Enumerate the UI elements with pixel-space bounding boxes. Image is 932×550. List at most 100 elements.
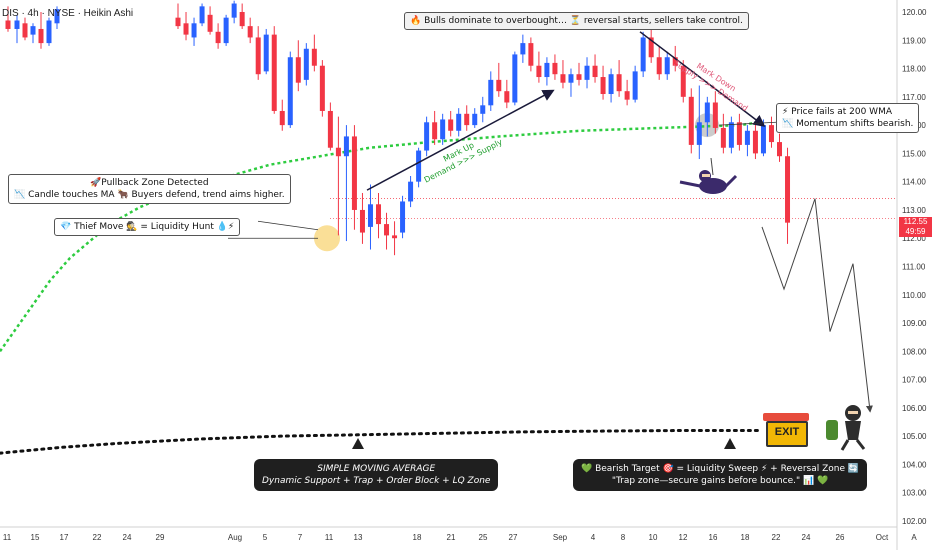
x-tick-label: 18 <box>741 533 750 542</box>
candle-body <box>608 74 614 95</box>
candle-body <box>175 17 181 27</box>
x-tick-label: 16 <box>709 533 718 542</box>
y-tick-label: 111.00 <box>902 263 926 272</box>
candle-body <box>295 57 301 83</box>
candle-body <box>199 6 205 24</box>
last-price-value: 112.55 <box>903 217 928 226</box>
y-tick-label: 103.00 <box>902 489 927 498</box>
thief-move-callout[interactable]: 💎 Thief Move 🕵️ = Liquidity Hunt 💧⚡ <box>54 218 241 236</box>
candle-body <box>30 26 36 35</box>
candle-body <box>664 57 670 75</box>
candle-body <box>46 20 52 44</box>
x-tick-label: 24 <box>802 533 811 542</box>
candle-body <box>22 23 28 38</box>
x-tick-label: 11 <box>3 533 12 542</box>
candle-body <box>384 224 390 236</box>
sma-info-box[interactable]: SIMPLE MOVING AVERAGE Dynamic Support + … <box>254 459 499 491</box>
x-tick-label: Oct <box>876 533 889 542</box>
y-tick-label: 120.00 <box>902 8 927 17</box>
candle-body <box>560 74 566 83</box>
candle-body <box>223 17 229 44</box>
candle-body <box>744 130 750 145</box>
thief-figure <box>679 157 738 194</box>
candle-body <box>680 65 686 97</box>
candle-body <box>271 34 277 111</box>
candle-body <box>536 65 542 78</box>
candle-body <box>191 23 197 38</box>
x-tick-label: 11 <box>325 533 334 542</box>
candle-body <box>720 127 726 148</box>
candle-body <box>359 209 365 233</box>
candle-body <box>311 48 317 66</box>
candle-body <box>440 119 446 140</box>
wma-200-line <box>0 121 761 353</box>
candle-body <box>576 74 582 80</box>
candle-body <box>456 113 462 131</box>
candle-body <box>688 96 694 145</box>
candle-body <box>303 48 309 80</box>
candle-body <box>327 110 333 148</box>
y-tick-label: 107.00 <box>902 376 927 385</box>
pullback-zone-callout[interactable]: 🚀Pullback Zone Detected 📉 Candle touches… <box>8 174 291 204</box>
sma-line <box>0 429 762 455</box>
candle-body <box>672 57 678 66</box>
candle-body <box>520 43 526 55</box>
x-tick-label: 7 <box>298 533 303 542</box>
pullback-connector <box>257 220 319 231</box>
x-tick-label: 10 <box>649 533 658 542</box>
wma-callout-line1: ⚡ Price fails at 200 WMA <box>782 107 892 117</box>
x-tick-label: 5 <box>263 533 268 542</box>
wma-fail-callout[interactable]: ⚡ Price fails at 200 WMA 📉 Momentum shif… <box>776 103 920 133</box>
candle-body <box>448 119 454 131</box>
candle-body <box>616 74 622 92</box>
y-tick-label: 118.00 <box>902 65 926 74</box>
candle-body <box>544 62 550 78</box>
y-tick-label: 112.00 <box>902 234 926 243</box>
bearish-target-box[interactable]: 💚 Bearish Target 🎯 = Liquidity Sweep ⚡ +… <box>573 459 868 491</box>
candle-body <box>568 74 574 83</box>
candle-body <box>255 37 261 75</box>
candle-body <box>752 130 758 154</box>
markdown-arrow <box>639 31 766 127</box>
candle-body <box>584 65 590 80</box>
x-tick-label: 26 <box>836 533 845 542</box>
candle-body <box>696 122 702 145</box>
candle-body <box>367 204 373 227</box>
candle-body <box>392 235 398 239</box>
top-banner-callout[interactable]: 🔥 Bulls dominate to overbought… ⏳ revers… <box>404 12 749 30</box>
candle-body <box>263 34 269 72</box>
candle-body <box>464 113 470 126</box>
exit-sign-roof <box>763 413 809 421</box>
candle-body <box>624 91 630 100</box>
candle-body <box>472 113 478 126</box>
pullback-callout-line2: 📉 Candle touches MA 🐂 Buyers defend, tre… <box>14 190 285 200</box>
symbol-title[interactable]: DIS · 4h · NYSE · Heikin Ashi <box>2 8 134 19</box>
x-tick-label: 22 <box>772 533 781 542</box>
x-tick-label: Aug <box>228 533 242 542</box>
pullback-callout-line1: 🚀Pullback Zone Detected <box>90 178 209 188</box>
markup-arrow <box>366 89 555 191</box>
projection-path <box>761 198 873 413</box>
candle-body <box>640 37 646 72</box>
candle-body <box>287 57 293 126</box>
y-tick-label: 119.00 <box>902 36 926 45</box>
candle-body <box>704 102 710 123</box>
pullback-highlight <box>314 225 340 252</box>
x-tick-label: 17 <box>60 533 69 542</box>
y-tick-label: 102.00 <box>902 517 927 526</box>
x-tick-label: 27 <box>509 533 518 542</box>
candle-body <box>480 105 486 114</box>
candle-body <box>239 12 245 27</box>
candle-body <box>777 142 782 157</box>
candle-body <box>247 26 253 38</box>
y-tick-label: 115.00 <box>902 149 926 158</box>
target-box-line1: 💚 Bearish Target 🎯 = Liquidity Sweep ⚡ +… <box>581 464 860 474</box>
y-tick-label: 109.00 <box>902 319 927 328</box>
candle-body <box>319 65 325 111</box>
x-tick-label: Sep <box>553 533 568 542</box>
x-tick-label: 18 <box>413 533 422 542</box>
candle-body <box>528 43 534 66</box>
x-tick-label: 15 <box>31 533 40 542</box>
candle-body <box>343 136 349 157</box>
